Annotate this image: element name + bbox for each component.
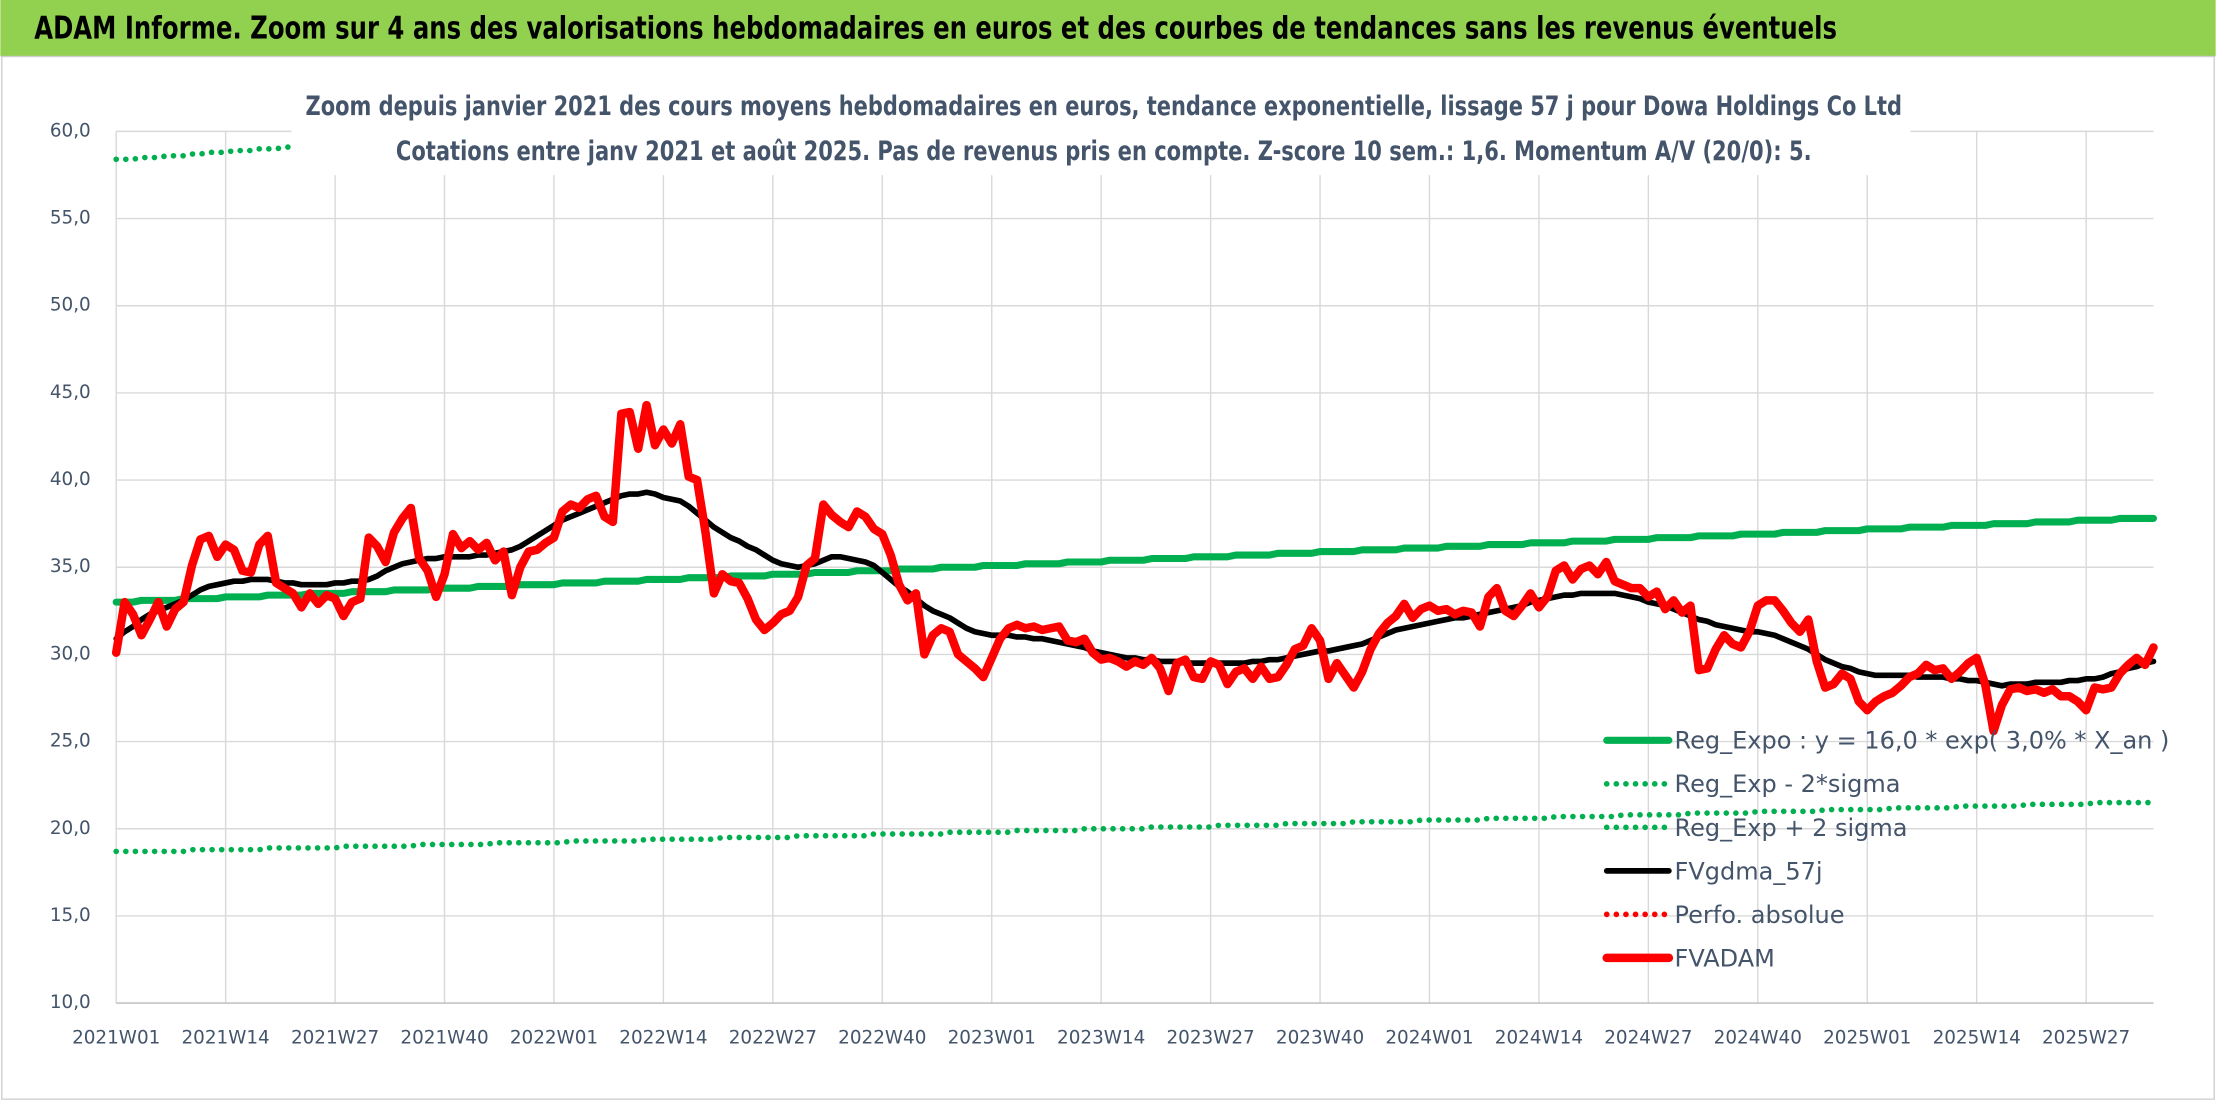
x-tick-label: 2021W27	[291, 1027, 379, 1048]
x-tick-label: 2025W27	[2042, 1027, 2130, 1048]
x-tick-label: 2025W01	[1823, 1027, 1911, 1048]
y-tick-label: 60,0	[50, 120, 91, 141]
plot-area: 10,0 15,0 20,0 25,0 30,0 35,0 40,0 45,0 50,0 55,0…	[50, 120, 2158, 1048]
x-tick-label: 2023W40	[1276, 1027, 1364, 1048]
x-tick-label: 2024W14	[1495, 1027, 1583, 1048]
series-line	[111, 400, 2158, 736]
legend-label: Reg_Exp - 2*sigma	[1675, 770, 1901, 798]
y-tick-label: 55,0	[50, 208, 91, 229]
y-tick-label: 15,0	[50, 905, 91, 926]
legend-label: Perfo. absolue	[1675, 901, 1845, 929]
x-tick-label: 2024W40	[1714, 1027, 1802, 1048]
series-line	[112, 514, 2158, 606]
x-tick-label: 2021W40	[400, 1027, 488, 1048]
y-tick-label: 40,0	[50, 469, 91, 490]
x-tick-label: 2024W27	[1604, 1027, 1692, 1048]
x-tick-label: 2022W40	[838, 1027, 926, 1048]
x-tick-label: 2025W14	[1933, 1027, 2021, 1048]
x-tick-label: 2023W01	[948, 1027, 1036, 1048]
chart-subtitle: Cotations entre janv 2021 et août 2025. …	[396, 136, 1812, 167]
legend: Reg_Expo : y = 16,0 * exp( 3,0% * X_an )…	[1602, 727, 2170, 972]
frame	[1, 55, 2215, 1100]
y-tick-label: 25,0	[50, 731, 91, 752]
legend-label: FVADAM	[1675, 944, 1775, 972]
y-tick-label: 45,0	[50, 382, 91, 403]
y-tick-label: 10,0	[50, 992, 91, 1013]
title-box	[291, 81, 1911, 176]
x-tick-label: 2023W14	[1057, 1027, 1145, 1048]
y-tick-label: 20,0	[50, 818, 91, 839]
series-line	[113, 799, 2157, 855]
legend-label: Reg_Exp + 2 sigma	[1675, 814, 1908, 842]
x-tick-label: 2021W14	[182, 1027, 270, 1048]
header-title: ADAM Informe. Zoom sur 4 ans des valoris…	[34, 11, 1837, 47]
header-bar	[0, 0, 2216, 57]
chart-title: Zoom depuis janvier 2021 des cours moyen…	[306, 91, 1902, 122]
x-tick-label: 2022W14	[619, 1027, 707, 1048]
x-tick-label: 2022W27	[729, 1027, 817, 1048]
legend-label: Reg_Expo : y = 16,0 * exp( 3,0% * X_an )	[1675, 727, 2170, 755]
legend-label: FVgdma_57j	[1675, 857, 1823, 885]
x-tick-label: 2023W27	[1166, 1027, 1254, 1048]
chart-titles: Zoom depuis janvier 2021 des cours moyen…	[291, 81, 1911, 176]
x-tick-label: 2022W01	[510, 1027, 598, 1048]
x-tick-label: 2024W01	[1385, 1027, 1473, 1048]
y-tick-label: 35,0	[50, 556, 91, 577]
y-tick-label: 30,0	[50, 643, 91, 664]
x-tick-label: 2021W01	[72, 1027, 160, 1048]
y-tick-label: 50,0	[50, 295, 91, 316]
